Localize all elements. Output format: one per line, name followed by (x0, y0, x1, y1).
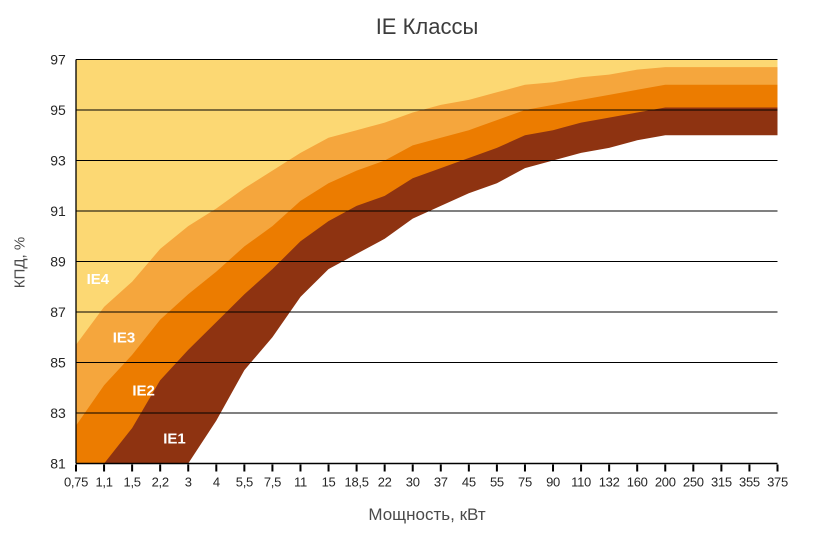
x-tick-label: 5,5 (236, 475, 253, 490)
x-axis-title: Мощность, кВт (368, 505, 486, 524)
y-tick-label: 93 (50, 153, 66, 169)
y-tick-label: 91 (50, 203, 66, 219)
x-tick-label: 4 (213, 475, 220, 490)
y-tick-label: 81 (50, 456, 66, 472)
x-tick-label: 3 (185, 475, 192, 490)
y-tick-label: 85 (50, 355, 66, 371)
y-tick-label: 87 (50, 304, 66, 320)
x-tick-label: 1,5 (124, 475, 141, 490)
x-tick-label: 37 (434, 475, 448, 490)
x-tick-label: 375 (767, 475, 788, 490)
x-tick-label: 11 (294, 475, 307, 490)
y-axis-title: КПД, % (11, 236, 29, 289)
band-label-ie2: IE2 (132, 382, 155, 399)
x-tick-label: 0,75 (64, 475, 88, 490)
x-tick-label: 132 (599, 475, 620, 490)
x-tick-label: 1,1 (95, 475, 112, 490)
y-tick-label: 97 (50, 52, 66, 68)
x-tick-label: 30 (406, 475, 420, 490)
x-tick-label: 45 (462, 475, 476, 490)
x-tick-label: 315 (711, 475, 732, 490)
band-label-ie1: IE1 (163, 430, 186, 447)
x-tick-label: 90 (546, 475, 560, 490)
x-tick-label: 18,5 (345, 475, 369, 490)
x-tick-label: 355 (739, 475, 760, 490)
y-tick-label: 83 (50, 405, 66, 421)
below-ie1-area (76, 135, 778, 464)
x-tick-label: 15 (322, 475, 336, 490)
x-tick-label: 22 (378, 475, 392, 490)
x-tick-label: 2,2 (152, 475, 169, 490)
x-tick-label: 110 (571, 475, 591, 490)
band-label-ie4: IE4 (87, 271, 110, 288)
x-tick-label: 75 (518, 475, 532, 490)
band-label-ie3: IE3 (113, 329, 136, 346)
y-tick-label: 95 (50, 102, 66, 118)
x-tick-label: 55 (490, 475, 504, 490)
y-tick-label: 89 (50, 254, 66, 270)
chart-title: IE Классы (375, 14, 479, 39)
x-tick-label: 160 (627, 475, 648, 490)
x-tick-label: 200 (655, 475, 676, 490)
x-tick-label: 7,5 (264, 475, 281, 490)
x-tick-label: 250 (683, 475, 704, 490)
